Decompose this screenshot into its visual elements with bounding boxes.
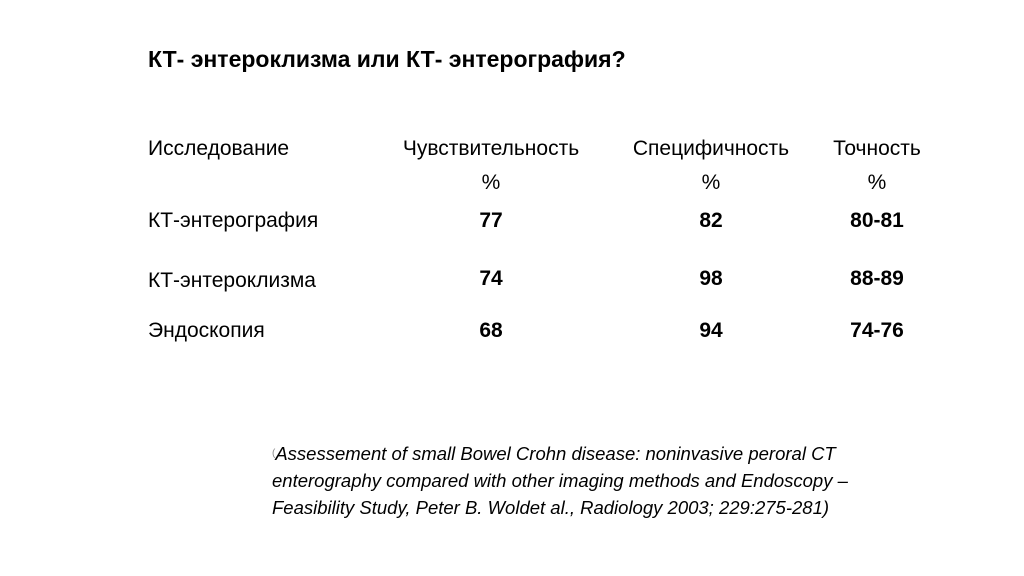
header-sensitivity: Чувствительность % xyxy=(382,132,600,200)
header-accuracy-label: Точность xyxy=(833,137,921,160)
table-cell-sensitivity: 74 xyxy=(479,267,503,290)
header-sensitivity-unit: % xyxy=(481,171,501,194)
table-row-method: Эндоскопия xyxy=(148,319,265,342)
citation-line-1: Assessement of small Bowel Crohn disease… xyxy=(275,443,836,464)
table-row-method: КТ-энтероклизма xyxy=(148,269,316,292)
table-row-method: КТ-энтерография xyxy=(148,209,319,232)
table-cell-accuracy: 74-76 xyxy=(850,319,904,342)
citation-line-3: Feasibility Study, Peter B. Woldet al., … xyxy=(272,497,830,518)
header-specificity-label: Специфичность xyxy=(632,137,790,160)
header-accuracy: Точность % xyxy=(820,132,934,200)
header-specificity: Специфичность % xyxy=(614,132,808,200)
citation: (Assessement of small Bowel Crohn diseas… xyxy=(272,440,972,521)
table-cell-accuracy: 80-81 xyxy=(850,209,904,232)
table-cell-sensitivity: 68 xyxy=(479,319,503,342)
table-cell-specificity: 98 xyxy=(699,267,723,290)
table-cell-specificity: 94 xyxy=(699,319,723,342)
header-accuracy-unit: % xyxy=(867,171,887,194)
table-cell-sensitivity: 77 xyxy=(479,209,503,232)
table-cell-accuracy: 88-89 xyxy=(850,267,904,290)
header-sensitivity-label: Чувствительность xyxy=(402,137,580,160)
table-cell-specificity: 82 xyxy=(699,209,723,232)
header-study: Исследование xyxy=(148,137,290,160)
slide-title: КТ- энтероклизма или КТ- энтерография? xyxy=(148,46,626,72)
header-specificity-unit: % xyxy=(701,171,721,194)
citation-marker: ( xyxy=(272,448,276,459)
citation-line-2: enterography compared with other imaging… xyxy=(272,470,848,491)
